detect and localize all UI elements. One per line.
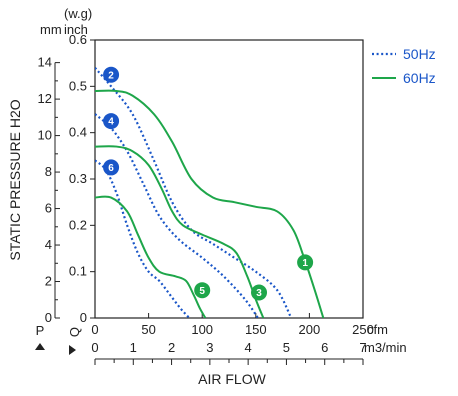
mm-tick-label: 0 (45, 310, 52, 325)
y-tick-label: 0.2 (69, 217, 87, 232)
curve-2-50hz (95, 67, 293, 318)
mm-tick-label: 14 (38, 55, 52, 70)
inch-unit-line1: (w.g) (64, 6, 92, 21)
curve-5-60hz (95, 195, 207, 318)
mm-tick-label: 2 (45, 274, 52, 289)
q-label: Q (67, 327, 82, 337)
curve-badge-label: 6 (108, 163, 114, 174)
curve-badge-label: 5 (199, 286, 205, 297)
curve-1-60hz (95, 89, 325, 318)
curve-badge-label: 1 (302, 258, 308, 269)
x-tick-label: 250 (352, 322, 374, 337)
m3-unit-label: m3/min (364, 340, 407, 355)
inch-unit-line2: inch (64, 22, 88, 37)
curve-badge-4 (103, 113, 120, 130)
p-arrow-icon (35, 343, 45, 350)
m3-tick-label: 6 (321, 340, 328, 355)
y-tick-label: 0.4 (69, 125, 87, 140)
curve-badge-2 (103, 66, 120, 83)
m3-tick-label: 7 (359, 340, 366, 355)
y-tick-label: 0.1 (69, 264, 87, 279)
curve-badge-label: 4 (108, 117, 114, 128)
mm-unit-label: mm (40, 22, 62, 37)
legend-60hz-label: 60Hz (403, 70, 436, 86)
m3-tick-label: 2 (168, 340, 175, 355)
curve-badge-3 (251, 284, 268, 301)
x-tick-label: 150 (245, 322, 267, 337)
x-tick-label: 100 (191, 322, 213, 337)
y-tick-label: 0.5 (69, 78, 87, 93)
m3-tick-label: 0 (91, 340, 98, 355)
curve-badge-1 (297, 254, 314, 271)
curve-badge-5 (194, 282, 211, 299)
curve-6-50hz (95, 159, 191, 318)
y-tick-label: 0.3 (69, 171, 87, 186)
m3-tick-label: 5 (283, 340, 290, 355)
curve-4-50hz (95, 113, 259, 318)
cfm-unit-label: cfm (367, 322, 388, 337)
curve-badge-label: 2 (108, 70, 114, 81)
curve-badge-label: 3 (256, 288, 262, 299)
m3-tick-label: 1 (130, 340, 137, 355)
mm-tick-label: 8 (45, 164, 52, 179)
y-tick-label: 0.6 (69, 32, 87, 47)
curve-badge-6 (103, 159, 120, 176)
y-tick-label: 0 (80, 310, 87, 325)
x-axis-title: AIR FLOW (198, 371, 266, 387)
p-label: P (36, 323, 45, 338)
mm-tick-label: 4 (45, 237, 52, 252)
x-tick-label: 0 (91, 322, 98, 337)
m3-tick-label: 3 (206, 340, 213, 355)
m3-tick-label: 4 (245, 340, 252, 355)
mm-tick-label: 10 (38, 128, 52, 143)
x-tick-label: 200 (299, 322, 321, 337)
mm-tick-label: 12 (38, 91, 52, 106)
y-axis-title: STATIC PRESSURE H2O (7, 99, 23, 260)
plot-frame (94, 39, 364, 319)
q-arrow-icon (69, 345, 76, 355)
mm-tick-label: 6 (45, 201, 52, 216)
legend-50hz-label: 50Hz (403, 46, 436, 62)
x-tick-label: 50 (141, 322, 155, 337)
curve-3-60hz (95, 145, 265, 318)
